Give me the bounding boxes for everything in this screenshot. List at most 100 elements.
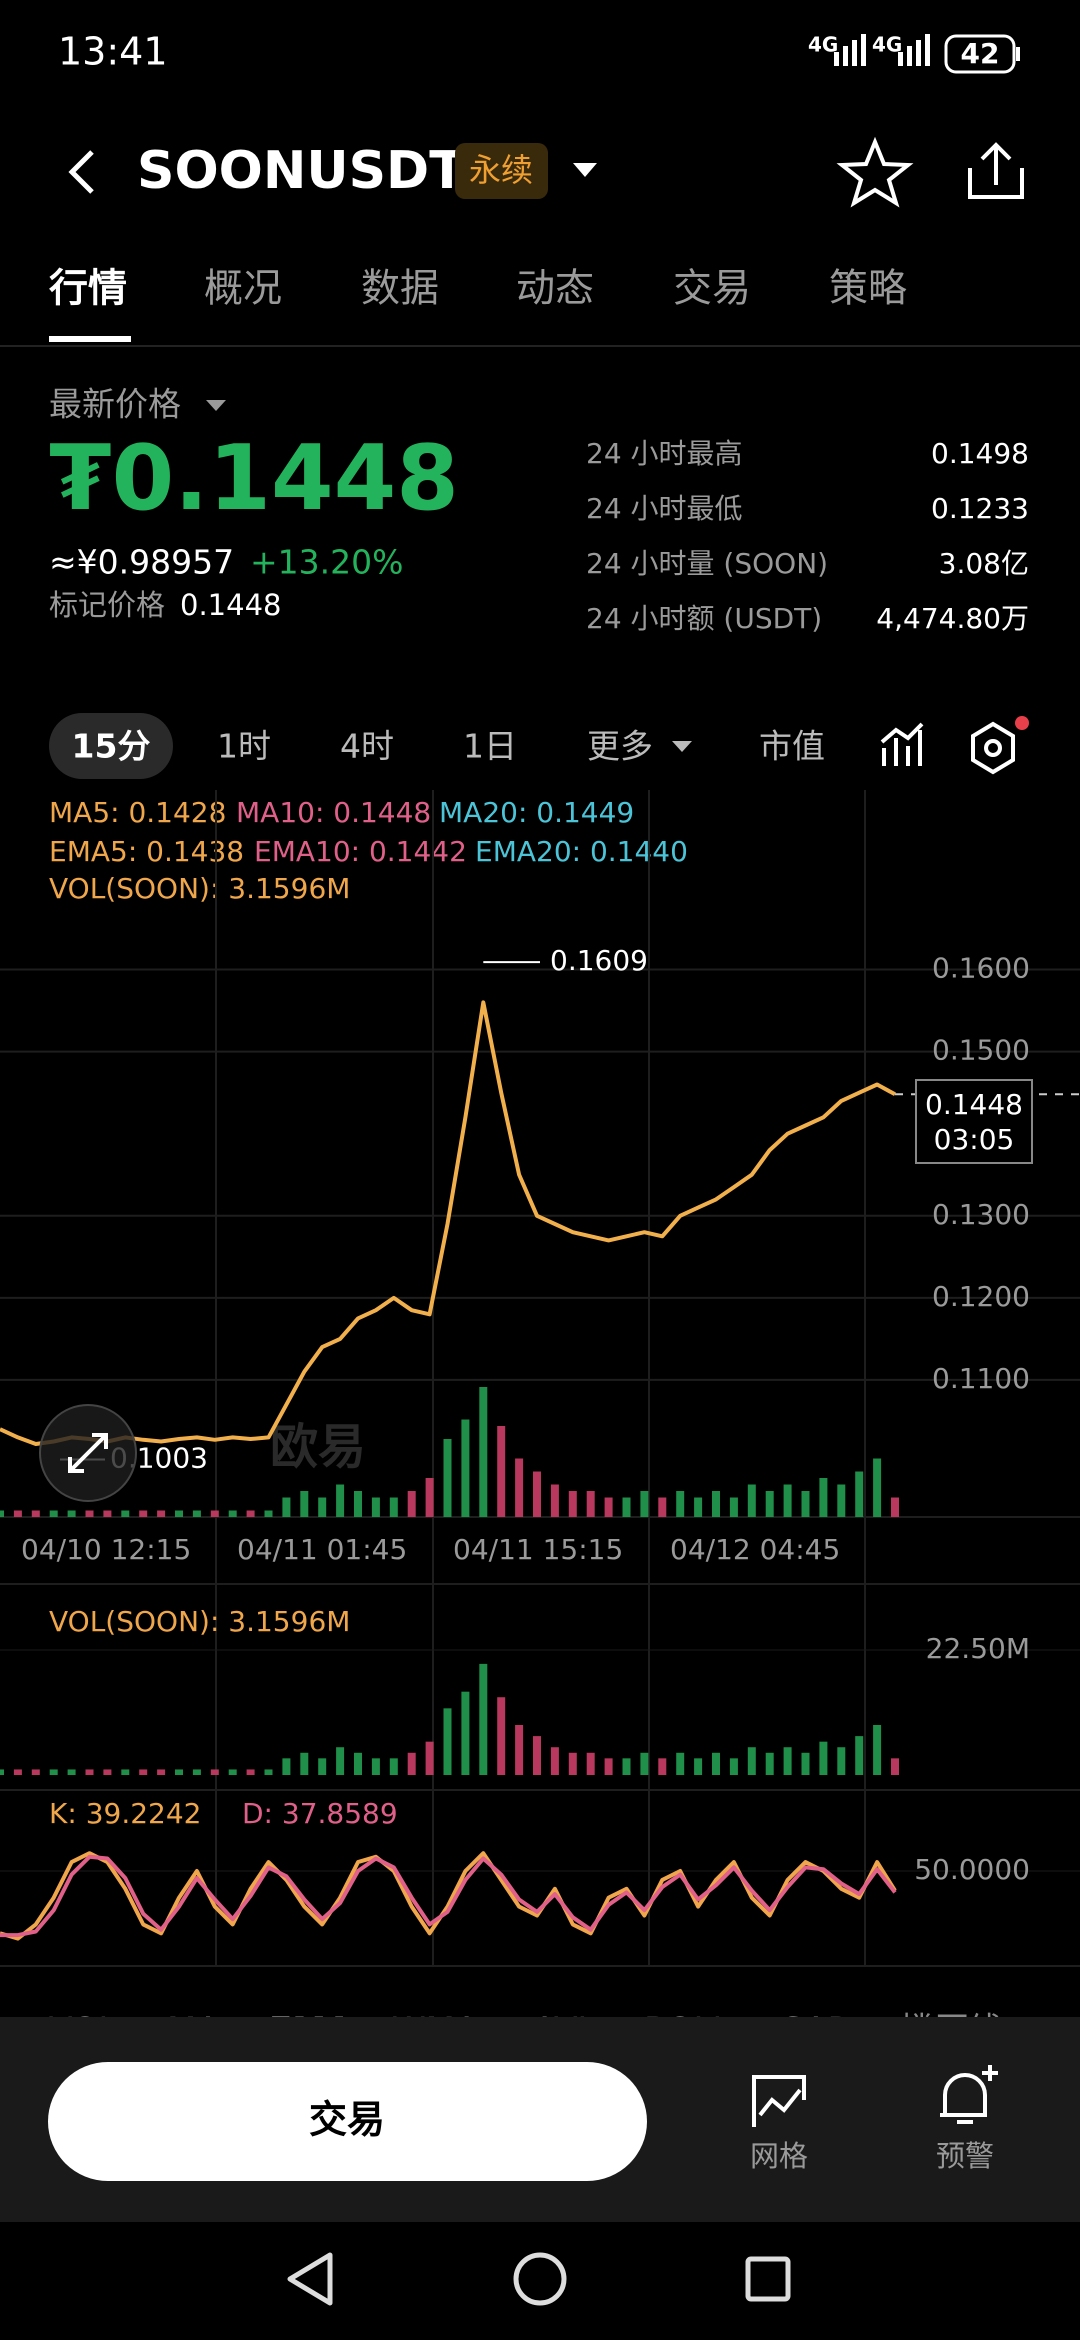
volume-bar — [228, 1769, 237, 1775]
price-volume-bar — [139, 1510, 148, 1517]
volume-bar — [497, 1697, 506, 1775]
favorite-button[interactable] — [836, 136, 914, 208]
more-dropdown[interactable] — [672, 741, 692, 752]
volume-bar — [389, 1758, 398, 1775]
price-volume-bar — [121, 1510, 130, 1517]
tab[interactable]: 交易 — [673, 267, 751, 312]
tab[interactable]: 概况 — [204, 267, 282, 312]
stat-label: 24 小时最低 — [586, 492, 743, 525]
volume-bar — [318, 1758, 327, 1775]
volume-bar — [550, 1747, 559, 1775]
y-tick-label: 0.1500 — [932, 1034, 1030, 1067]
price-volume-bar — [855, 1471, 864, 1517]
alert-icon[interactable] — [940, 2065, 998, 2124]
volume-bar — [300, 1752, 309, 1775]
price-box — [915, 1079, 1033, 1164]
share-button[interactable] — [968, 142, 1024, 199]
price-volume-bar — [354, 1491, 362, 1517]
interval[interactable]: 15分 — [72, 727, 151, 766]
price-volume-bar — [497, 1426, 506, 1517]
high-label: 0.1609 — [550, 944, 648, 977]
price-volume-bar — [210, 1510, 219, 1517]
settings-button[interactable] — [971, 721, 1015, 775]
volume-bar — [371, 1758, 380, 1775]
interval[interactable]: 4时 — [340, 727, 394, 766]
price-volume-bar — [533, 1471, 541, 1517]
interval[interactable]: 更多 — [587, 727, 653, 766]
nav-back[interactable] — [287, 2252, 333, 2306]
price-label: 最新价格 — [49, 385, 181, 424]
price-dropdown[interactable] — [206, 400, 226, 411]
back-button[interactable] — [68, 150, 94, 194]
ema10: EMA10: 0.1442 — [254, 835, 467, 868]
symbol-dropdown[interactable] — [573, 163, 597, 177]
price-volume-bar — [747, 1484, 756, 1517]
nav-home[interactable] — [513, 2252, 567, 2306]
grid-icon[interactable] — [752, 2075, 806, 2127]
volume-bar — [855, 1736, 864, 1775]
signal — [898, 34, 930, 66]
tab[interactable]: 策略 — [829, 267, 907, 312]
volume-bar — [819, 1741, 828, 1775]
price-volume-bar — [13, 1510, 22, 1517]
tab-indicator — [49, 336, 131, 342]
interval[interactable]: 1时 — [217, 727, 271, 766]
ma10: MA10: 0.1448 — [236, 796, 431, 829]
volume-bar — [67, 1769, 76, 1775]
volume-bar — [31, 1769, 40, 1775]
price-volume-bar — [765, 1491, 774, 1517]
change: +13.20% — [250, 543, 403, 582]
interval[interactable]: 市值 — [759, 727, 825, 766]
volume-bar — [264, 1769, 273, 1775]
price-volume-bar — [891, 1497, 899, 1517]
volume-bar — [49, 1769, 58, 1775]
network: 4G — [872, 33, 902, 57]
volume-bar — [783, 1747, 792, 1775]
interval[interactable]: 1日 — [463, 727, 517, 766]
volume-bar — [676, 1752, 685, 1775]
nav-recent[interactable] — [745, 2256, 791, 2302]
y-tick-label: 0.1200 — [932, 1280, 1030, 1313]
interval-active-bg — [49, 713, 173, 779]
battery-level: 42 — [961, 37, 1000, 70]
volume-bar — [568, 1752, 577, 1775]
tab[interactable]: 数据 — [361, 267, 439, 312]
price-volume-bar — [515, 1458, 524, 1517]
trade-label: 交易 — [309, 2098, 385, 2142]
price-volume-bar — [103, 1510, 112, 1517]
stat-value: 0.1498 — [931, 437, 1029, 470]
price-volume-bar — [336, 1484, 345, 1517]
watermark: 欧易 — [270, 1419, 366, 1475]
ema5: EMA5: 0.1438 — [49, 835, 244, 868]
symbol[interactable]: SOONUSDT — [137, 141, 465, 201]
stat-label: 24 小时量 (SOON) — [586, 547, 828, 580]
volume-bar — [640, 1752, 649, 1775]
price-volume-bar — [49, 1510, 58, 1517]
price-volume-bar — [461, 1419, 470, 1517]
volume-bar — [604, 1758, 613, 1775]
mark-label: 标记价格 — [49, 588, 165, 622]
price-volume-bar — [837, 1484, 846, 1517]
price-volume-bar — [228, 1510, 237, 1517]
ema20: EMA20: 0.1440 — [475, 835, 688, 868]
indicator-button[interactable] — [880, 722, 924, 766]
volume-bar — [515, 1725, 524, 1775]
y-tick-label: 22.50M — [926, 1632, 1030, 1665]
tab[interactable]: 行情 — [49, 267, 127, 312]
volume-bar — [729, 1758, 738, 1775]
cny-price: ≈¥0.98957 — [49, 543, 234, 582]
battery-tip — [1016, 47, 1020, 61]
volume-bar — [891, 1758, 899, 1775]
volume-bar — [425, 1741, 434, 1775]
volume-bar — [443, 1708, 452, 1775]
price-volume-bar — [801, 1491, 810, 1517]
signal — [834, 34, 866, 66]
tab[interactable]: 动态 — [516, 267, 594, 312]
price-volume-bar — [479, 1387, 488, 1517]
volume-bar — [586, 1752, 595, 1775]
price-volume-bar — [371, 1497, 380, 1517]
volume-bar — [622, 1758, 631, 1775]
trade-button[interactable] — [48, 2062, 647, 2181]
price-volume-bar — [729, 1497, 738, 1517]
